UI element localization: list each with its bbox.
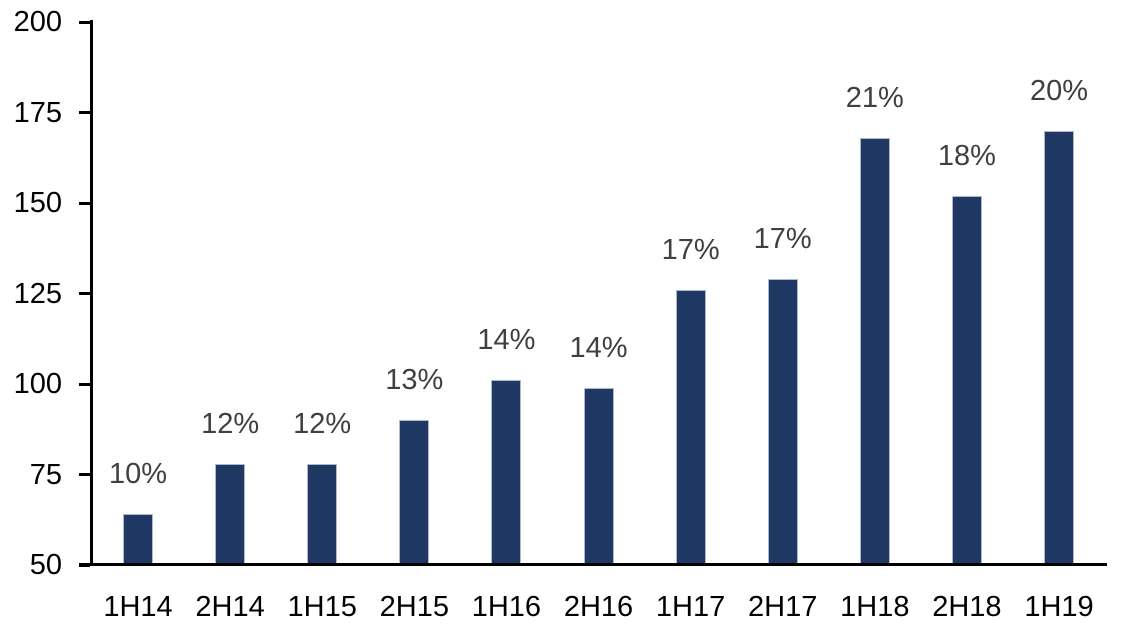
x-axis-tick-label-1H19: 1H19	[1024, 591, 1094, 623]
bar-1H14	[123, 514, 153, 566]
y-axis-tick-mark	[79, 292, 90, 295]
y-axis-tick-mark	[79, 201, 90, 205]
y-axis-tick-mark	[79, 382, 90, 386]
y-axis-tick-mark	[79, 111, 90, 114]
bar-data-label-2H14: 12%	[201, 407, 260, 440]
bar-1H19	[1044, 130, 1074, 566]
x-axis-tick-label-1H17: 1H17	[655, 591, 726, 623]
bar-data-label-2H15: 13%	[385, 364, 444, 397]
bar-data-label-1H16: 14%	[477, 324, 536, 357]
x-axis-tick-label-1H16: 1H16	[471, 591, 542, 623]
bar-data-label-1H15: 12%	[293, 407, 352, 440]
x-axis-tick-label-2H16: 2H16	[563, 591, 634, 623]
x-axis-tick-label-2H14: 2H14	[195, 591, 265, 623]
y-axis-tick-label: 150	[13, 187, 62, 219]
x-axis-tick-label-2H15: 2H15	[379, 591, 449, 623]
bar-data-label-1H17: 17%	[661, 233, 720, 266]
y-axis-tick-mark	[79, 563, 90, 567]
x-axis-tick-label-2H17: 2H17	[748, 591, 818, 623]
bar-2H15	[399, 420, 430, 566]
bar-data-label-1H18: 21%	[845, 81, 904, 114]
x-axis-tick-label-1H15: 1H15	[287, 591, 357, 623]
y-axis-tick-label: 50	[29, 549, 62, 581]
y-axis-tick-label: 175	[13, 96, 62, 129]
bar-data-label-2H17: 17%	[753, 223, 812, 256]
y-axis-tick-mark	[79, 473, 90, 476]
bar-data-label-2H18: 18%	[937, 139, 996, 172]
y-axis-tick-label: 100	[13, 368, 62, 400]
y-axis-line	[90, 20, 93, 566]
x-axis-line	[79, 563, 1107, 566]
x-axis-tick-label-1H18: 1H18	[840, 591, 910, 623]
x-axis-tick-label-1H14: 1H14	[103, 591, 173, 623]
bar-data-label-1H19: 20%	[1029, 74, 1089, 107]
bar-1H18	[859, 137, 890, 566]
bar-1H15	[307, 463, 338, 566]
y-axis-tick-label: 125	[13, 277, 62, 310]
bar-data-label-2H16: 14%	[569, 331, 628, 364]
bar-data-label-1H14: 10%	[108, 458, 168, 491]
y-axis-tick-mark	[79, 20, 90, 24]
x-axis-tick-label-2H18: 2H18	[932, 591, 1002, 623]
bar-1H16	[491, 380, 522, 566]
y-axis-tick-label: 75	[29, 458, 62, 491]
bar-1H17	[675, 289, 706, 566]
y-axis-tick-label: 200	[13, 6, 62, 38]
bar-2H18	[951, 195, 982, 566]
bar-2H17	[767, 279, 798, 566]
bar-2H16	[583, 387, 614, 566]
bar-2H14	[215, 463, 246, 566]
